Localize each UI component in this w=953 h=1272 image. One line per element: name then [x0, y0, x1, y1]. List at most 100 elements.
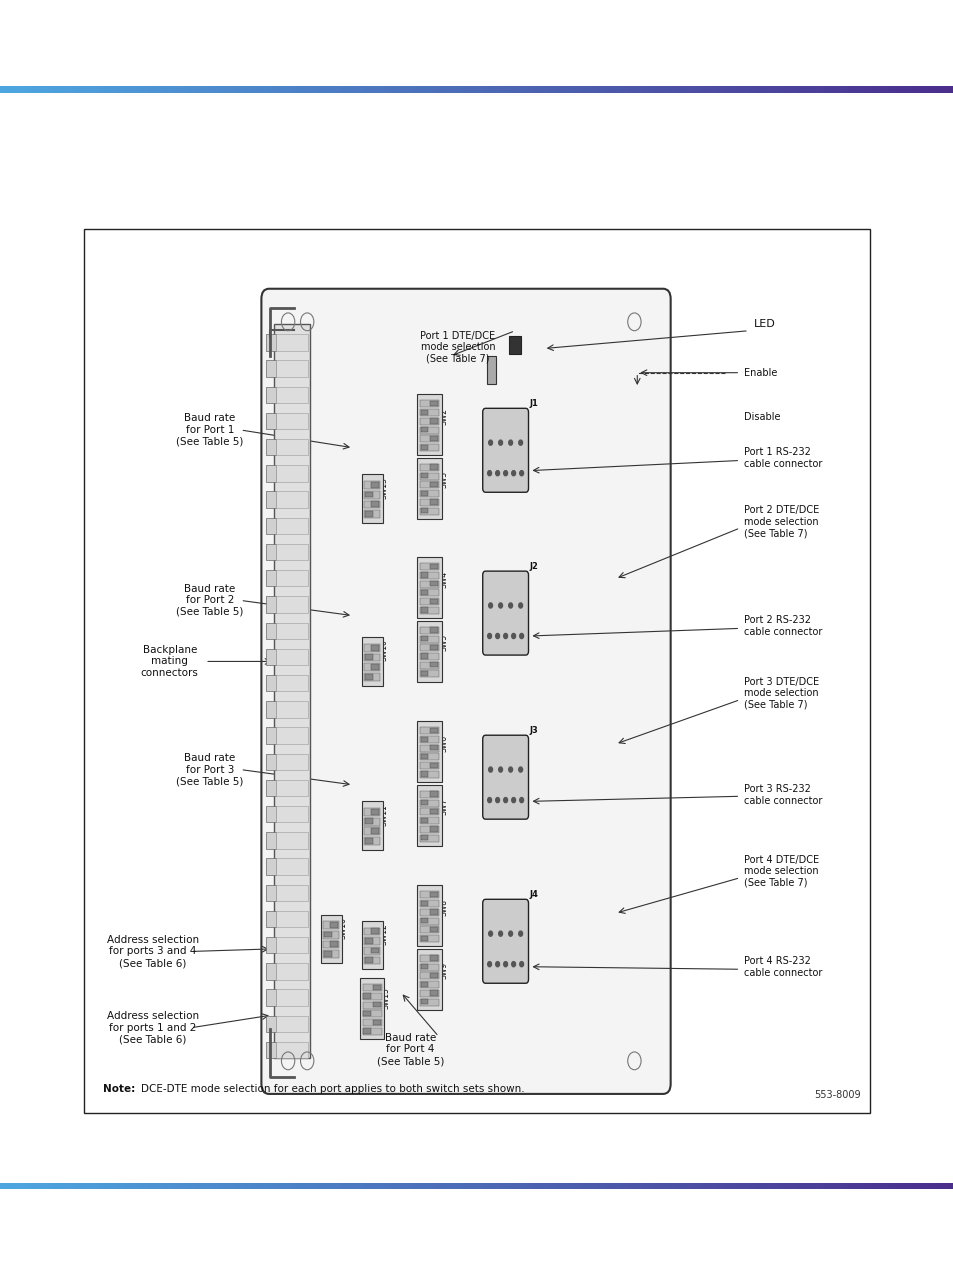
Bar [71, 86, 77, 93]
FancyBboxPatch shape [482, 408, 528, 492]
Bar [548, 1183, 554, 1189]
Bar [300, 1183, 306, 1189]
Bar [266, 753, 275, 770]
Bar [361, 801, 382, 850]
Bar [376, 1183, 382, 1189]
Circle shape [511, 471, 515, 476]
Bar [275, 518, 308, 534]
Text: Baud rate
for Port 3
(See Table 5): Baud rate for Port 3 (See Table 5) [176, 753, 243, 786]
Bar [430, 464, 437, 469]
Bar [901, 86, 906, 93]
Bar [558, 1183, 563, 1189]
Bar [266, 649, 275, 665]
Bar [57, 1183, 63, 1189]
Bar [266, 990, 275, 1006]
Bar [416, 394, 441, 455]
Bar [381, 86, 387, 93]
Bar [367, 1183, 373, 1189]
Bar [275, 491, 308, 508]
Bar [176, 1183, 182, 1189]
Bar [266, 544, 275, 560]
Bar [43, 86, 49, 93]
Bar [515, 86, 520, 93]
Bar [715, 1183, 720, 1189]
Bar [330, 941, 337, 948]
Bar [939, 1183, 944, 1189]
Bar [129, 1183, 134, 1189]
Bar [233, 1183, 239, 1189]
Bar [643, 86, 649, 93]
Bar [577, 86, 582, 93]
Bar [62, 1183, 68, 1189]
Bar [419, 809, 438, 815]
Circle shape [487, 471, 491, 476]
Bar [829, 86, 835, 93]
Bar [910, 1183, 916, 1189]
Bar [419, 589, 438, 597]
Bar [419, 745, 438, 752]
Text: SW7: SW7 [438, 799, 448, 815]
Bar [334, 86, 339, 93]
Text: J1: J1 [529, 399, 537, 408]
Bar [419, 935, 438, 943]
Bar [843, 86, 849, 93]
Bar [882, 1183, 887, 1189]
Bar [420, 982, 428, 987]
Bar [786, 1183, 792, 1189]
Bar [467, 86, 473, 93]
Bar [762, 86, 768, 93]
Bar [365, 674, 373, 679]
Bar [419, 1183, 425, 1189]
Bar [700, 86, 706, 93]
Bar [715, 86, 720, 93]
Bar [152, 1183, 158, 1189]
Bar [416, 885, 441, 946]
Bar [430, 627, 437, 632]
Bar [365, 838, 373, 843]
Bar [334, 1183, 339, 1189]
Bar [267, 86, 273, 93]
Bar [257, 1183, 263, 1189]
Bar [758, 1183, 763, 1189]
Circle shape [518, 440, 522, 445]
Bar [586, 86, 592, 93]
Bar [266, 491, 275, 508]
Bar [430, 991, 437, 996]
Bar [400, 1183, 406, 1189]
Text: Address selection
for ports 1 and 2
(See Table 6): Address selection for ports 1 and 2 (See… [107, 1011, 198, 1044]
Bar [364, 828, 379, 836]
Bar [305, 1183, 311, 1189]
Bar [275, 413, 308, 429]
Bar [275, 780, 308, 796]
Bar [114, 1183, 120, 1189]
Bar [448, 1183, 454, 1189]
Circle shape [519, 798, 523, 803]
Bar [359, 978, 384, 1039]
Bar [820, 1183, 825, 1189]
Bar [416, 721, 441, 782]
Bar [81, 1183, 87, 1189]
Bar [419, 661, 438, 669]
Bar [691, 1183, 697, 1189]
Text: Port 4 RS-232
cable connector: Port 4 RS-232 cable connector [743, 957, 821, 977]
Bar [200, 1183, 206, 1189]
Bar [462, 86, 468, 93]
Bar [634, 86, 639, 93]
Bar [129, 86, 134, 93]
Bar [420, 473, 428, 478]
Bar [686, 1183, 692, 1189]
Bar [430, 927, 437, 932]
Bar [591, 1183, 597, 1189]
Bar [186, 86, 192, 93]
Bar [430, 500, 437, 505]
Bar [48, 1183, 53, 1189]
Bar [62, 86, 68, 93]
Bar [420, 410, 428, 415]
Bar [416, 621, 441, 682]
Bar [639, 86, 644, 93]
Bar [419, 653, 438, 660]
Bar [453, 1183, 458, 1189]
Bar [419, 990, 438, 997]
Bar [275, 466, 308, 482]
Bar [896, 86, 902, 93]
